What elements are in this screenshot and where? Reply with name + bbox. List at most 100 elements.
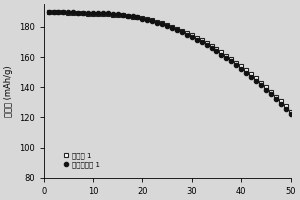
- 对比实施例 1: [225, 57, 228, 59]
- 对比实施例 1: [151, 20, 154, 22]
- 对比实施例 1: [269, 93, 273, 95]
- 对比实施例 1: [210, 47, 213, 49]
- 实施例 1: [106, 13, 110, 16]
- 实施例 1: [160, 22, 164, 24]
- 实施例 1: [175, 27, 179, 30]
- 实施例 1: [230, 58, 233, 60]
- 对比实施例 1: [47, 11, 50, 13]
- 对比实施例 1: [254, 80, 258, 82]
- 实施例 1: [116, 14, 119, 16]
- 实施例 1: [146, 18, 149, 20]
- 实施例 1: [185, 32, 189, 34]
- 实施例 1: [195, 36, 199, 39]
- 对比实施例 1: [259, 84, 263, 86]
- 对比实施例 1: [264, 89, 268, 91]
- 实施例 1: [67, 11, 70, 14]
- 对比实施例 1: [249, 76, 253, 78]
- 实施例 1: [205, 42, 208, 44]
- 实施例 1: [220, 51, 223, 53]
- 对比实施例 1: [155, 22, 159, 24]
- 实施例 1: [47, 11, 50, 13]
- 对比实施例 1: [111, 13, 115, 15]
- 实施例 1: [136, 16, 139, 18]
- 实施例 1: [289, 110, 292, 113]
- 对比实施例 1: [230, 60, 233, 63]
- 实施例 1: [52, 11, 55, 13]
- 对比实施例 1: [141, 17, 144, 20]
- 实施例 1: [274, 95, 278, 98]
- 对比实施例 1: [101, 12, 105, 14]
- 对比实施例 1: [131, 15, 134, 18]
- 对比实施例 1: [91, 12, 95, 14]
- 实施例 1: [239, 65, 243, 68]
- 实施例 1: [170, 25, 174, 28]
- Legend: 实施例 1, 对比实施例 1: 实施例 1, 对比实施例 1: [59, 150, 103, 171]
- 实施例 1: [225, 54, 228, 57]
- 对比实施例 1: [200, 41, 203, 44]
- 对比实施例 1: [81, 12, 85, 14]
- 实施例 1: [151, 19, 154, 22]
- 对比实施例 1: [175, 29, 179, 31]
- 实施例 1: [264, 86, 268, 88]
- 实施例 1: [200, 39, 203, 41]
- 对比实施例 1: [180, 31, 184, 34]
- 实施例 1: [249, 73, 253, 75]
- 对比实施例 1: [235, 64, 238, 66]
- 实施例 1: [155, 21, 159, 23]
- 对比实施例 1: [160, 23, 164, 26]
- 对比实施例 1: [165, 25, 169, 27]
- 对比实施例 1: [136, 16, 139, 19]
- Y-axis label: 比容量 (mAh/g): 比容量 (mAh/g): [4, 65, 13, 117]
- 对比实施例 1: [116, 13, 119, 15]
- 实施例 1: [254, 77, 258, 80]
- Line: 实施例 1: 实施例 1: [46, 9, 293, 114]
- 对比实施例 1: [239, 68, 243, 70]
- 实施例 1: [269, 91, 273, 93]
- 实施例 1: [180, 29, 184, 32]
- 对比实施例 1: [146, 19, 149, 21]
- 对比实施例 1: [274, 98, 278, 100]
- 对比实施例 1: [190, 36, 194, 38]
- 对比实施例 1: [289, 113, 292, 115]
- 对比实施例 1: [76, 11, 80, 14]
- 对比实施例 1: [220, 53, 223, 56]
- 实施例 1: [131, 15, 134, 18]
- 对比实施例 1: [52, 11, 55, 13]
- 实施例 1: [121, 14, 124, 17]
- 对比实施例 1: [86, 12, 90, 14]
- 实施例 1: [81, 12, 85, 15]
- 实施例 1: [86, 12, 90, 15]
- 实施例 1: [96, 13, 100, 15]
- 实施例 1: [235, 61, 238, 64]
- 实施例 1: [190, 34, 194, 36]
- 实施例 1: [71, 12, 75, 14]
- 实施例 1: [126, 15, 129, 17]
- 对比实施例 1: [71, 11, 75, 14]
- 对比实施例 1: [126, 14, 129, 17]
- 实施例 1: [141, 17, 144, 19]
- 实施例 1: [101, 13, 105, 15]
- 对比实施例 1: [244, 72, 248, 74]
- 对比实施例 1: [61, 11, 65, 13]
- Line: 对比实施例 1: 对比实施例 1: [46, 9, 293, 116]
- 实施例 1: [165, 24, 169, 26]
- 实施例 1: [111, 14, 115, 16]
- 实施例 1: [284, 105, 287, 108]
- 实施例 1: [57, 11, 60, 13]
- 实施例 1: [279, 100, 283, 103]
- 对比实施例 1: [121, 14, 124, 16]
- 对比实施例 1: [279, 103, 283, 105]
- 对比实施例 1: [96, 12, 100, 14]
- 对比实施例 1: [284, 108, 287, 110]
- 实施例 1: [76, 12, 80, 14]
- 实施例 1: [215, 48, 218, 50]
- 对比实施例 1: [67, 11, 70, 14]
- 对比实施例 1: [205, 44, 208, 46]
- 实施例 1: [244, 69, 248, 71]
- 对比实施例 1: [195, 38, 199, 41]
- 对比实施例 1: [170, 27, 174, 29]
- 对比实施例 1: [215, 50, 218, 53]
- 实施例 1: [259, 82, 263, 84]
- 对比实施例 1: [57, 11, 60, 13]
- 实施例 1: [210, 45, 213, 47]
